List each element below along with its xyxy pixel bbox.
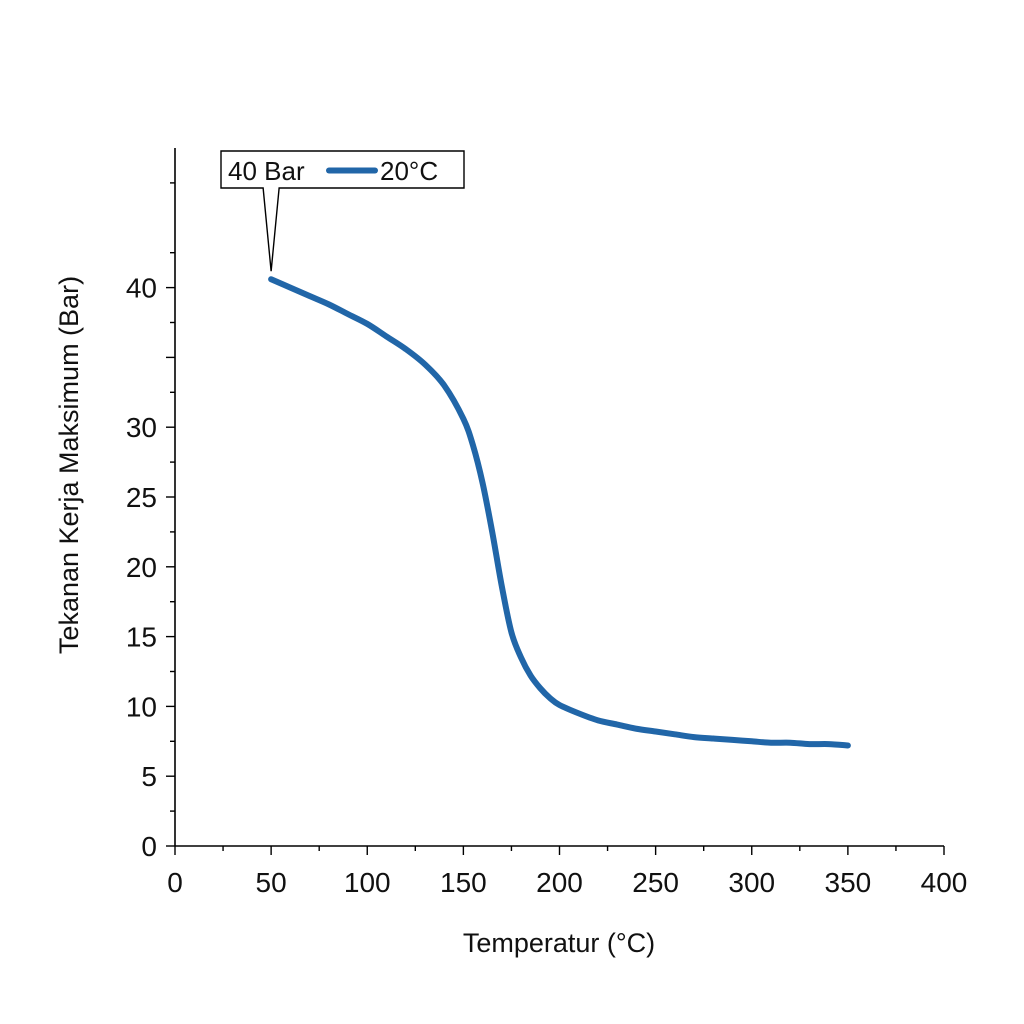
y-tick-label: 10 [126, 691, 157, 722]
y-tick-label: 0 [141, 831, 157, 862]
legend: 40 Bar 20°C [220, 150, 465, 272]
x-tick-label: 200 [536, 867, 583, 898]
x-tick-label: 150 [440, 867, 487, 898]
x-tick-label: 350 [825, 867, 872, 898]
plot-area [268, 276, 851, 749]
x-axis: 0 50 100 150 200 250 300 350 400 [167, 845, 968, 898]
y-tick-label: 30 [126, 412, 157, 443]
x-tick-label: 0 [167, 867, 183, 898]
x-tick-label: 250 [632, 867, 679, 898]
y-axis: 0 5 10 15 20 25 30 40 [126, 148, 176, 862]
legend-label: 20°C [380, 156, 438, 186]
annotation-label: 40 Bar [228, 156, 305, 186]
y-tick-label: 15 [126, 622, 157, 653]
x-tick-label: 300 [728, 867, 775, 898]
x-tick-label: 400 [921, 867, 968, 898]
y-tick-label: 20 [126, 552, 157, 583]
x-tick-label: 100 [344, 867, 391, 898]
callout-box [220, 150, 465, 272]
y-tick-label: 40 [126, 273, 157, 304]
y-tick-label: 25 [126, 482, 157, 513]
x-axis-title: Temperatur (°C) [463, 928, 655, 958]
x-tick-label: 50 [256, 867, 287, 898]
y-tick-label: 5 [141, 761, 157, 792]
series-line-20c [268, 276, 851, 749]
y-axis-title: Tekanan Kerja Maksimum (Bar) [54, 276, 84, 654]
